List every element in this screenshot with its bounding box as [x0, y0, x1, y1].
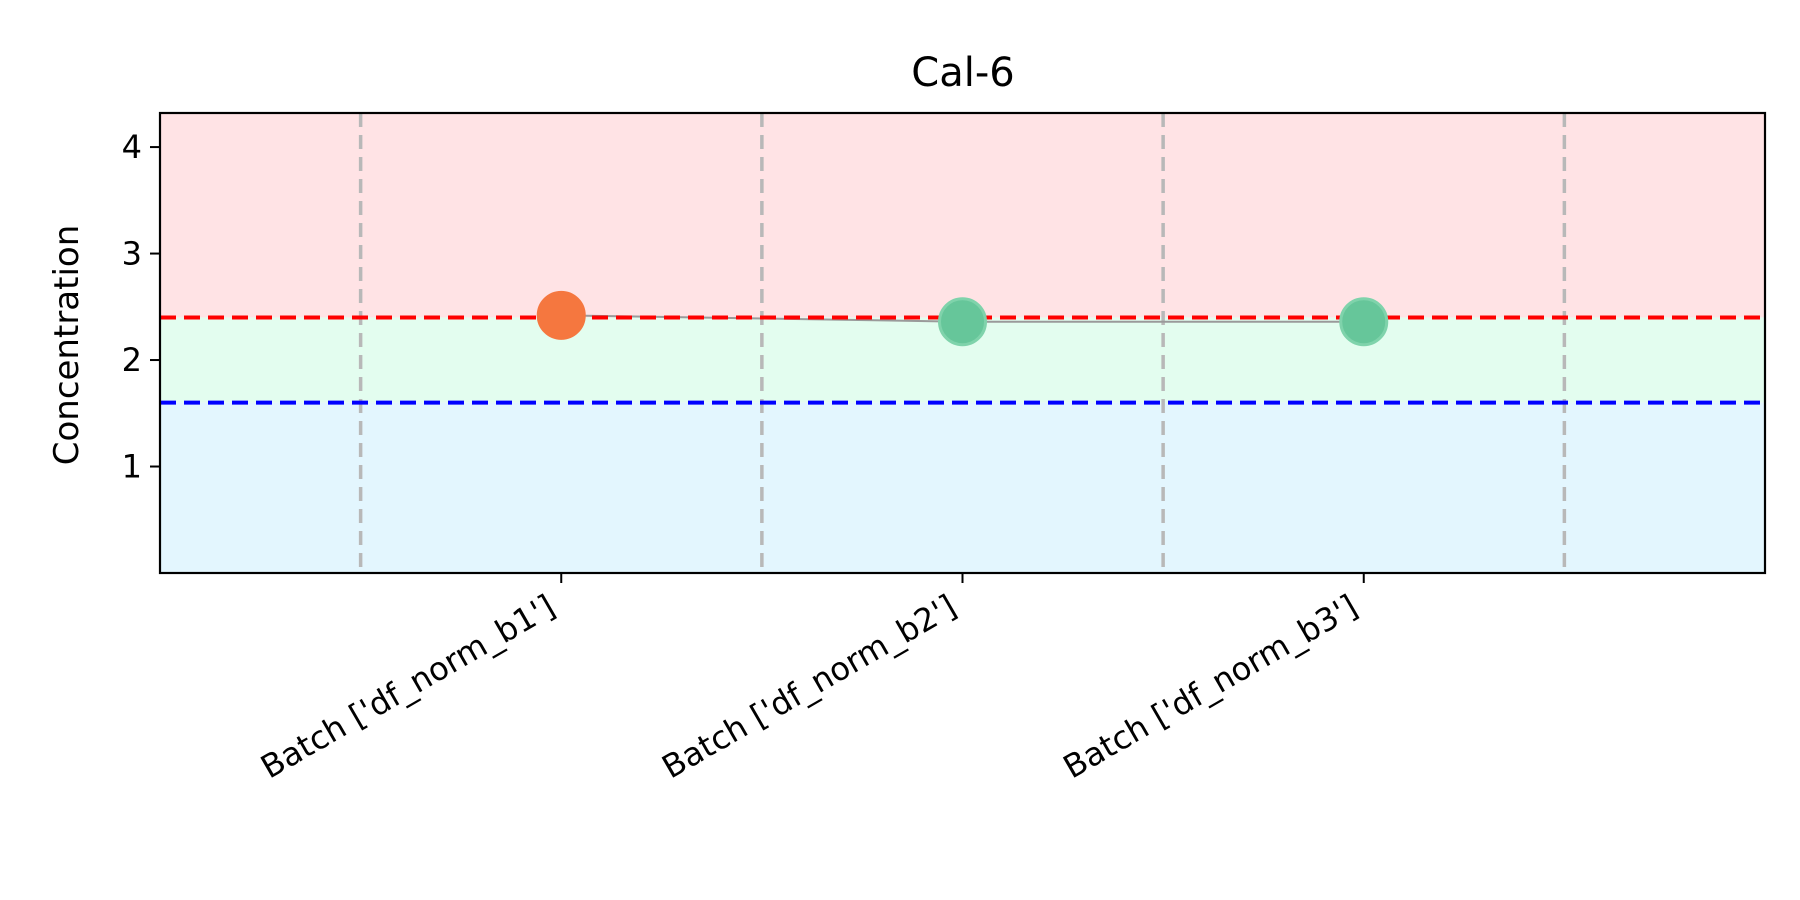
data-point-1[interactable] — [536, 290, 586, 340]
data-point-3[interactable] — [1339, 297, 1389, 347]
y-tick-label-2: 2 — [122, 341, 142, 379]
data-point-2[interactable] — [938, 297, 987, 347]
x-tick-label-3: Batch ['df_norm_b3'] — [1057, 587, 1364, 786]
x-tick-label-1: Batch ['df_norm_b1'] — [254, 587, 561, 786]
y-tick-label-3: 3 — [122, 235, 142, 273]
y-tick-label-4: 4 — [122, 128, 142, 166]
y-axis-label: Concentration — [47, 225, 87, 466]
band-below-lower — [160, 402, 1765, 573]
band-above-upper — [160, 113, 1765, 318]
x-tick-label-2: Batch ['df_norm_b2'] — [655, 587, 962, 786]
y-tick-label-1: 1 — [122, 448, 142, 486]
chart-title: Cal-6 — [911, 50, 1014, 96]
plot-area: 1 2 3 4 Batch ['df_norm_b1'] Batch ['df_norm_… — [122, 111, 1767, 786]
